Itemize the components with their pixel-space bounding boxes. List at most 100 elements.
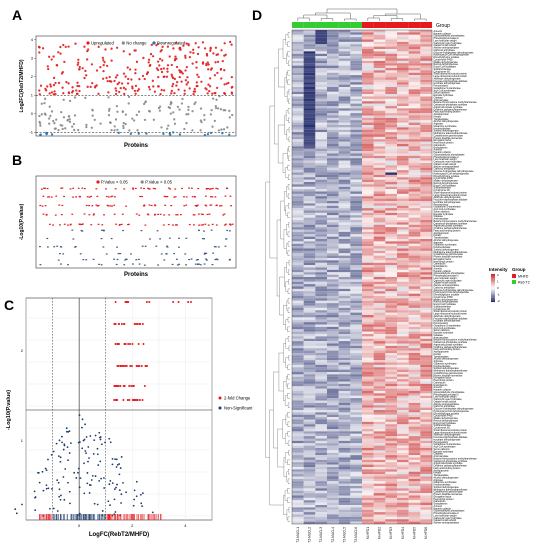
panel-a-point <box>130 78 133 81</box>
heatmap-row-label: Aldehyde dehydrogenase <box>434 315 462 318</box>
heatmap-cell <box>292 455 304 458</box>
row-dendrogram-branch <box>269 409 284 506</box>
heatmap-cell <box>292 141 304 145</box>
heatmap-group-cell <box>303 22 316 28</box>
panel-a-point <box>187 108 190 112</box>
column-dendrogram-branch <box>297 17 310 21</box>
heatmap-cell <box>338 272 351 275</box>
heatmap-cell <box>338 248 351 251</box>
heatmap-cell <box>292 493 304 496</box>
heatmap-cell <box>350 277 363 280</box>
heatmap-cell <box>315 269 328 273</box>
heatmap-cell <box>385 388 398 392</box>
heatmap-column-label: T2-MUCL4 <box>331 527 335 543</box>
heatmap-cell <box>315 336 328 339</box>
heatmap-cell <box>420 75 433 78</box>
heatmap-cell <box>362 481 374 484</box>
heatmap-cell <box>362 167 374 171</box>
heatmap-cell <box>408 153 421 156</box>
heatmap-cell <box>397 243 409 247</box>
heatmap-cell <box>315 412 328 415</box>
heatmap-cell <box>420 450 433 453</box>
heatmap-row-label: Retinol dehydrogenase <box>434 419 459 422</box>
heatmap-cell <box>338 182 351 185</box>
heatmap-cell <box>385 239 398 242</box>
panel-a-legend-label: No change <box>126 41 147 46</box>
panel-a-point <box>60 72 64 75</box>
heatmap-cell <box>373 37 386 40</box>
heatmap-row-label: Ornithine carbamoyltransferase <box>434 346 468 349</box>
heatmap-row-label: Small ribosomal subunit protein <box>434 429 468 432</box>
heatmap-row-label: Annexin <box>434 505 443 508</box>
panel-a-point <box>171 82 175 86</box>
panel-c-plot-area <box>25 297 213 521</box>
heatmap-cell <box>350 70 363 73</box>
heatmap-cell <box>408 212 421 216</box>
heatmap-cell <box>327 272 339 275</box>
heatmap-cell <box>303 136 316 140</box>
heatmap-cell <box>420 246 433 249</box>
panel-c-point <box>111 463 114 466</box>
heatmap-cell <box>350 483 363 487</box>
heatmap-cell <box>408 148 421 152</box>
heatmap-cell <box>315 122 328 126</box>
heatmap-cell <box>408 386 421 389</box>
heatmap-cell <box>315 293 328 297</box>
heatmap-cell <box>303 231 316 235</box>
heatmap-column-label: M-HFD6 <box>424 527 428 539</box>
heatmap-cell <box>338 367 351 370</box>
heatmap-cell <box>292 272 304 275</box>
panel-a-point <box>199 107 203 110</box>
heatmap-cell <box>362 231 374 235</box>
heatmap-cell <box>408 383 421 387</box>
heatmap-cell <box>327 191 339 194</box>
heatmap-cell <box>397 443 409 446</box>
heatmap-cell <box>385 478 398 482</box>
heatmap-row-label: Carbonic anhydrase <box>434 168 456 171</box>
panel-b-point <box>217 246 220 248</box>
panel-a-point <box>178 46 182 49</box>
panel-b-point <box>176 264 179 266</box>
panel-b-point <box>101 224 104 226</box>
heatmap-cell <box>373 41 386 45</box>
heatmap-cell <box>362 125 374 128</box>
panel-c-point <box>120 456 123 458</box>
heatmap-cell <box>303 486 316 489</box>
panel-a-point <box>223 91 226 95</box>
heatmap-cell <box>338 160 351 164</box>
panel-a-point <box>185 113 188 116</box>
heatmap-cell <box>362 198 374 202</box>
panel-a-point <box>201 61 205 64</box>
heatmap-cell <box>338 402 351 406</box>
heatmap-cell <box>362 87 374 90</box>
heatmap-cell <box>373 341 386 344</box>
heatmap-cell <box>420 338 433 342</box>
panel-c-point <box>15 512 18 515</box>
heatmap-cell <box>327 186 339 190</box>
panel-a-point <box>136 129 139 132</box>
heatmap-cell <box>303 139 316 142</box>
row-dendrogram-branch <box>287 459 290 465</box>
heatmap-cell <box>420 481 433 484</box>
heatmap-cell <box>362 279 374 282</box>
heatmap-cell <box>292 429 304 432</box>
heatmap-cell <box>362 497 374 501</box>
panel-b-point <box>169 188 172 190</box>
heatmap-cell <box>315 410 328 413</box>
row-dendrogram-branch <box>285 319 288 330</box>
panel-b-point <box>59 224 61 226</box>
panel-a-point <box>180 70 183 74</box>
heatmap-cell <box>292 421 304 425</box>
heatmap-cell <box>315 189 328 192</box>
heatmap-cell <box>350 410 363 413</box>
heatmap-cell <box>373 84 386 88</box>
heatmap-cell <box>315 144 328 147</box>
heatmap-cell <box>350 174 363 178</box>
heatmap-cell <box>303 91 316 95</box>
heatmap-cell <box>327 286 339 289</box>
heatmap-cell <box>338 151 351 154</box>
heatmap-cell <box>373 393 386 396</box>
heatmap-row-label: Apolipoprotein <box>434 469 450 472</box>
panel-b-point <box>166 246 169 248</box>
heatmap-cell <box>362 274 374 278</box>
